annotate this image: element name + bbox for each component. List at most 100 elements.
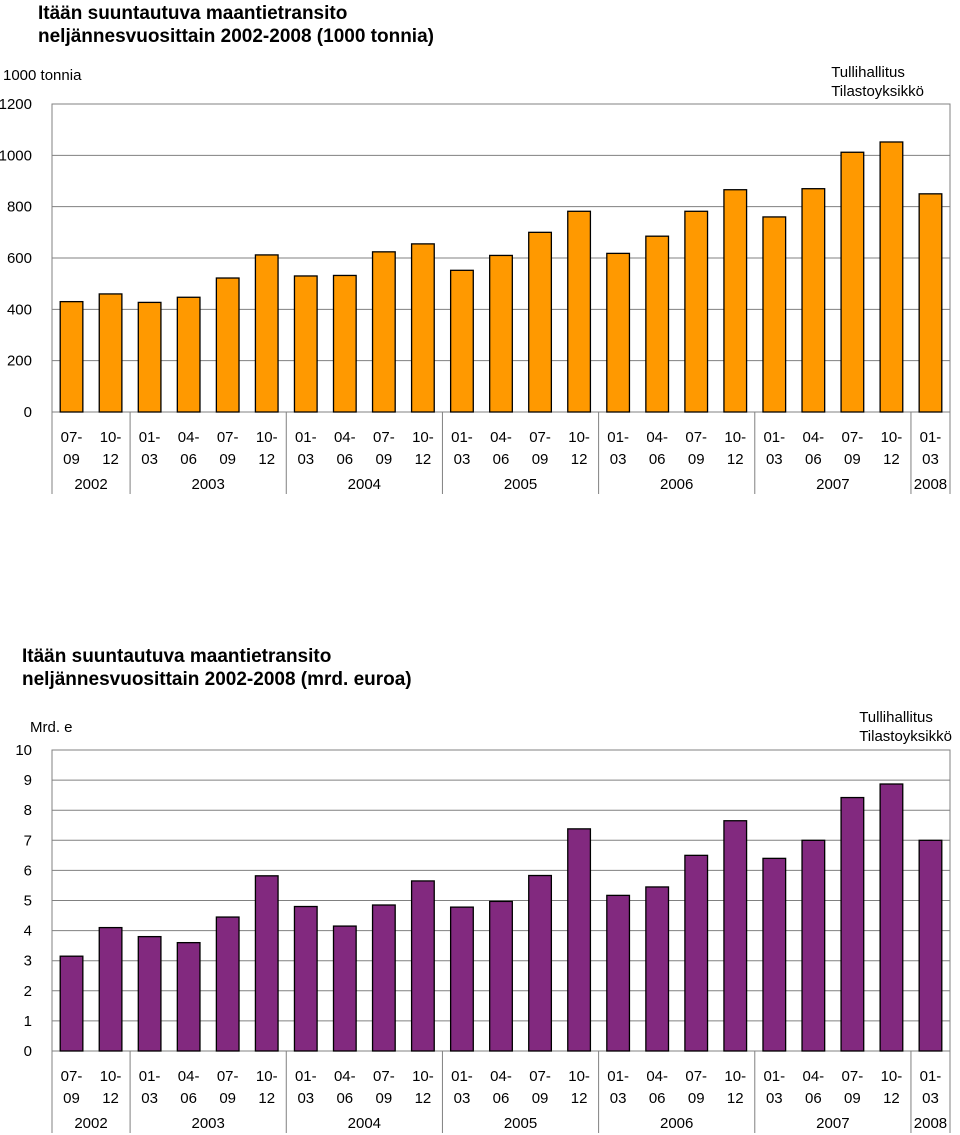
chart1-y-tick-label: 200	[7, 353, 32, 370]
chart1-x-tick-label: 04-06	[334, 429, 356, 468]
chart2-title-line2: neljännesvuosittain 2002-2008 (mrd. euro…	[22, 669, 412, 690]
chart1-x-tick-label: 10-12	[568, 429, 590, 468]
chart1-x-tick-label: 07-09	[217, 429, 239, 468]
chart2-y-tick-label: 5	[24, 893, 32, 910]
chart1-x-tick-label: 07-09	[685, 429, 707, 468]
chart2-y-tick-label: 2	[24, 983, 32, 1000]
chart2-x-tick-label: 07-09	[217, 1068, 239, 1107]
chart2-bar	[449, 906, 474, 1052]
chart2-y-tick-label: 4	[24, 923, 32, 940]
chart2-x-tick-label: 01-03	[763, 1068, 785, 1107]
chart2-year-label: 2004	[348, 1115, 381, 1132]
chart2-y-unit-label: Mrd. e	[30, 719, 73, 736]
chart1-y-tick-label: 400	[7, 301, 32, 318]
chart1-plot: 0 200 400 600 800 1000 1200 07-09 10-12 01-03 04-0…	[0, 96, 951, 494]
chart1-bar	[410, 243, 435, 413]
chart2-bar	[918, 839, 943, 1052]
chart2-x-tick-label: 04-06	[178, 1068, 200, 1107]
chart1-bar	[98, 293, 123, 413]
chart1-bar	[840, 151, 865, 413]
chart2-x-tick-label: 01-03	[920, 1068, 942, 1107]
chart1-source-line1: Tullihallitus	[831, 64, 905, 81]
chart1-source: Tullihallitus Tilastoyksikkö	[831, 63, 924, 101]
chart2-x-tick-label: 10-12	[100, 1068, 122, 1107]
chart2-source: Tullihallitus Tilastoyksikkö	[859, 708, 952, 746]
chart2-bar	[606, 894, 631, 1052]
chart1-y-tick-label: 0	[24, 404, 32, 421]
chart2-x-tick-label: 10-12	[881, 1068, 903, 1107]
chart1-year-label: 2006	[660, 476, 693, 493]
chart2-bar	[840, 796, 865, 1052]
chart1-x-tick-label: 07-09	[529, 429, 551, 468]
chart2-x-tick-label: 01-03	[451, 1068, 473, 1107]
chart1-year-label: 2005	[504, 476, 537, 493]
chart2-y-tick-label: 3	[24, 953, 32, 970]
chart1-x-tick-label: 01-03	[607, 429, 629, 468]
chart2-title-line1: Itään suuntautuva maantietransito	[22, 646, 332, 667]
chart1-bar	[879, 141, 904, 413]
chart2-x-tick-label: 04-06	[803, 1068, 825, 1107]
chart2-x-tick-label: 07-09	[685, 1068, 707, 1107]
chart1-title-line1: Itään suuntautuva maantietransito	[38, 3, 348, 24]
chart2-year-label: 2007	[816, 1115, 849, 1132]
chart1-x-tick-label: 10-12	[412, 429, 434, 468]
chart2-bar	[59, 955, 84, 1052]
chart1-x-tick-label: 01-03	[451, 429, 473, 468]
chart2-bar	[879, 783, 904, 1052]
chart1-bar	[645, 235, 670, 413]
chart2-x-tick-label: 04-06	[334, 1068, 356, 1107]
chart1-x-tick-label: 01-03	[763, 429, 785, 468]
chart1-x-tick-label: 07-09	[61, 429, 83, 468]
chart1-bar	[528, 231, 553, 413]
chart2-year-label: 2006	[660, 1115, 693, 1132]
chart1-x-tick-label: 10-12	[256, 429, 278, 468]
chart2-x-tick-label: 07-09	[373, 1068, 395, 1107]
chart2-x-tick-label: 10-12	[412, 1068, 434, 1107]
chart2-x-tick-label: 10-12	[256, 1068, 278, 1107]
chart1-x-tick-label: 07-09	[842, 429, 864, 468]
chart2-x-tick-label: 04-06	[646, 1068, 668, 1107]
chart2-x-tick-label: 01-03	[607, 1068, 629, 1107]
chart1-x-tick-label: 01-03	[920, 429, 942, 468]
chart1-bar	[137, 301, 162, 413]
chart2-year-label: 2003	[191, 1115, 224, 1132]
chart2-y-tick-label: 10	[15, 742, 32, 759]
chart1-x-tick-label: 04-06	[178, 429, 200, 468]
chart1-bar	[606, 252, 631, 413]
chart2-x-tick-label: 01-03	[139, 1068, 161, 1107]
chart1-bar	[567, 210, 592, 413]
chart1-title: Itään suuntautuva maantietransito neljän…	[38, 2, 434, 48]
chart2-bar	[684, 854, 709, 1052]
chart1-y-tick-label: 800	[7, 199, 32, 216]
chart2-year-label: 2008	[914, 1115, 947, 1132]
chart2-y-tick-label: 0	[24, 1043, 32, 1060]
chart1-x-tick-label: 10-12	[100, 429, 122, 468]
chart2-x-tick-label: 07-09	[842, 1068, 864, 1107]
chart1-x-tick-label: 04-06	[803, 429, 825, 468]
chart2-bar	[567, 828, 592, 1052]
chart1-bar	[918, 193, 943, 413]
chart1-bar	[59, 300, 84, 413]
chart2-bar	[332, 925, 357, 1052]
chart2-source-line2: Tilastoyksikkö	[859, 728, 952, 745]
chart1-source-line2: Tilastoyksikkö	[831, 83, 924, 100]
chart1-bar	[801, 188, 826, 413]
chart2-y-tick-label: 1	[24, 1013, 32, 1030]
chart2-bar	[410, 880, 435, 1052]
chart1-year-label: 2003	[191, 476, 224, 493]
chart2-y-tick-label: 8	[24, 802, 32, 819]
chart2-bar	[137, 935, 162, 1052]
chart2-bar	[215, 916, 240, 1052]
chart2-bar	[98, 926, 123, 1052]
chart2-x-tick-label: 10-12	[568, 1068, 590, 1107]
chart2-source-line1: Tullihallitus	[859, 709, 933, 726]
chart2-x-tick-label: 10-12	[724, 1068, 746, 1107]
chart1-year-label: 2004	[348, 476, 381, 493]
chart1-x-tick-label: 10-12	[881, 429, 903, 468]
chart2-bar	[254, 875, 279, 1052]
chart1-year-label: 2008	[914, 476, 947, 493]
chart2-y-tick-label: 6	[24, 862, 32, 879]
chart1-bar	[293, 275, 318, 413]
chart1-y-tick-label: 1000	[0, 147, 32, 164]
chart1-bar	[449, 269, 474, 413]
